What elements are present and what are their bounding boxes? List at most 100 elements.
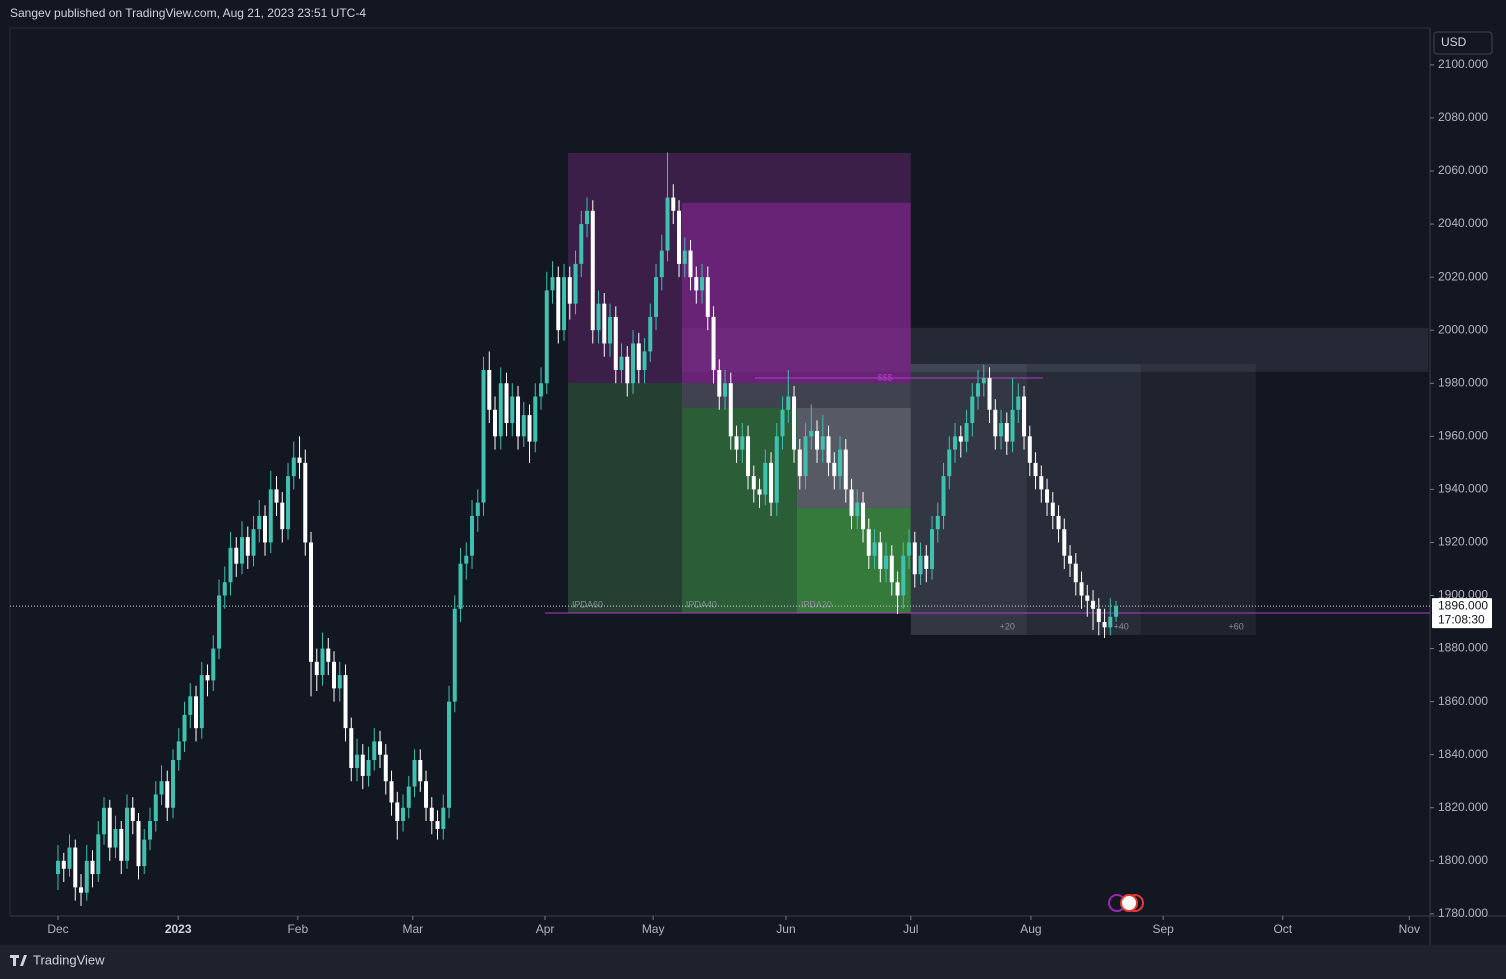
candle-body: [619, 356, 624, 370]
candle-body: [516, 396, 521, 437]
y-tick-label: 1980.000: [1438, 375, 1488, 389]
candle-body: [987, 377, 992, 410]
candle-body: [1108, 616, 1113, 628]
y-tick-label: 1780.000: [1438, 906, 1488, 920]
last-price-label: 1896.000: [1438, 598, 1488, 612]
candle-body: [786, 396, 791, 410]
currency-label: USD: [1441, 35, 1467, 49]
candle-body: [360, 754, 365, 776]
candle-body: [608, 316, 613, 344]
candle-body: [125, 807, 130, 861]
candle-body: [222, 582, 227, 596]
candle-body: [56, 860, 61, 875]
candle-body: [1079, 582, 1084, 596]
candle-body: [740, 436, 745, 450]
candle-body: [809, 431, 814, 437]
candle-body: [567, 277, 572, 304]
candle-body: [464, 555, 469, 564]
candle-body: [337, 675, 342, 689]
candle-body: [447, 701, 452, 808]
x-tick-label: Aug: [1020, 922, 1041, 936]
x-tick-label: Oct: [1273, 922, 1292, 936]
candle-body: [1004, 423, 1009, 442]
candle-body: [654, 277, 659, 317]
candle-body: [320, 648, 325, 676]
candle-body: [504, 383, 509, 424]
candle-body: [67, 847, 72, 869]
candle-body: [579, 224, 584, 264]
candle-body: [1045, 489, 1050, 503]
candle-body: [757, 489, 762, 495]
candle-body: [96, 834, 101, 875]
candle-body: [694, 277, 699, 291]
candle-body: [84, 860, 89, 893]
candle-body: [228, 547, 233, 583]
plot-layer: IPDA60 IPDA40 IPDA20 +20 +40 +60 $$$: [10, 152, 1430, 906]
candle-body: [251, 529, 256, 556]
candle-body: [309, 542, 314, 662]
candle-body: [332, 661, 337, 689]
candle-body: [240, 537, 245, 564]
candle-body: [113, 828, 118, 848]
candle-body: [1022, 396, 1027, 437]
candle-body: [1073, 563, 1078, 583]
candle-body: [366, 759, 371, 776]
y-tick-label: 1960.000: [1438, 428, 1488, 442]
candle-body: [90, 860, 95, 875]
candle-body: [573, 263, 578, 304]
candle-body: [1027, 436, 1032, 463]
candle-body: [395, 802, 400, 822]
candle-body: [544, 290, 549, 384]
currency-button[interactable]: [1433, 31, 1493, 55]
event-icons: [1108, 894, 1144, 912]
candle-body: [884, 555, 889, 569]
candle-body: [268, 489, 273, 543]
y-tick-label: 1820.000: [1438, 800, 1488, 814]
candle-body: [1056, 515, 1061, 530]
candle-body: [642, 351, 647, 370]
x-tick-label: Nov: [1399, 922, 1420, 936]
candle-body: [832, 462, 837, 477]
candle-body: [838, 449, 843, 477]
x-tick-label: Apr: [536, 922, 555, 936]
candle-body: [217, 595, 222, 649]
x-tick-label: Dec: [47, 922, 68, 936]
candle-body: [964, 423, 969, 442]
candle-body: [907, 542, 912, 556]
candle-body: [418, 759, 423, 782]
candle-body: [855, 502, 860, 516]
footer-bar: [0, 945, 1506, 979]
candle-body: [602, 303, 607, 344]
candle-body: [930, 529, 935, 569]
candle-body: [677, 210, 682, 264]
x-tick-label: Mar: [402, 922, 423, 936]
candle-body: [763, 462, 768, 495]
candle-body: [280, 502, 285, 530]
y-tick-label: 1920.000: [1438, 535, 1488, 549]
candle-body: [263, 515, 268, 543]
candle-body: [383, 754, 388, 782]
candle-body: [861, 502, 866, 530]
candle-body: [372, 741, 377, 760]
candle-body: [671, 197, 676, 211]
y-tick-label: 2060.000: [1438, 163, 1488, 177]
candle-body: [648, 316, 653, 352]
candle-body: [487, 369, 492, 410]
candle-body: [912, 542, 917, 575]
candle-body: [475, 502, 480, 516]
candle-body: [142, 839, 147, 867]
zone: [568, 382, 682, 614]
candle-body: [73, 847, 78, 888]
candle-body: [746, 436, 751, 477]
candle-body: [199, 675, 204, 729]
zone-label: +40: [1113, 621, 1128, 631]
candle-body: [625, 356, 630, 384]
candle-body: [406, 786, 411, 808]
candle-body: [631, 343, 636, 384]
candle-body: [1091, 600, 1096, 609]
candle-body: [947, 449, 952, 477]
candle-body: [659, 250, 664, 278]
candle-body: [774, 436, 779, 503]
